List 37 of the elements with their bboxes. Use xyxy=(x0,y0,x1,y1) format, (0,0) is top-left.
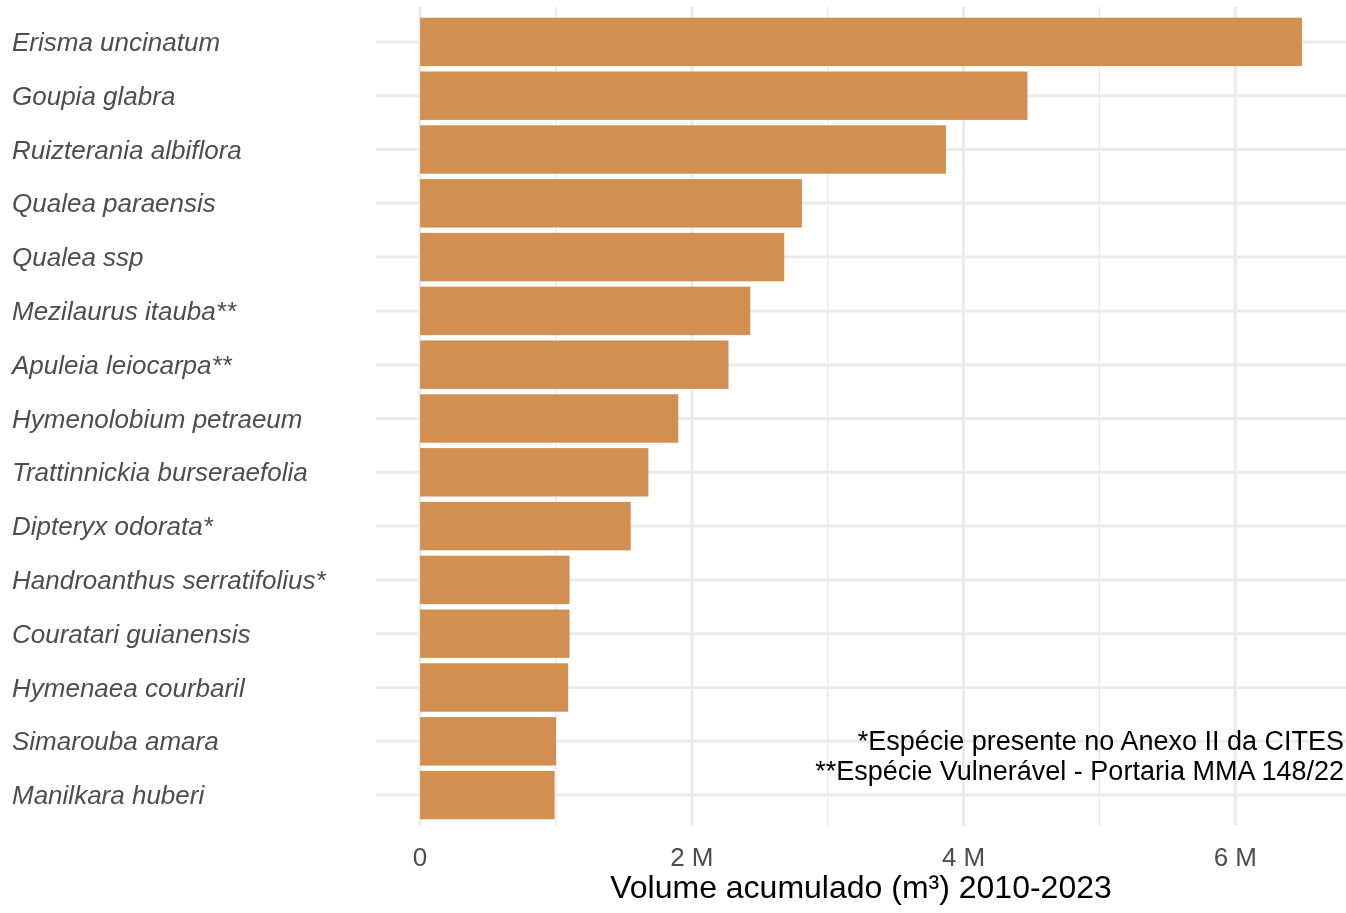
y-tick-label: Ruizterania albiflora xyxy=(12,134,242,165)
bar xyxy=(420,501,631,551)
annotation: **Espécie Vulnerável - Portaria MMA 148/22 xyxy=(815,756,1344,786)
bar xyxy=(420,125,946,174)
y-tick-label: Couratari guianensis xyxy=(12,618,251,649)
y-tick-label: Dipteryx odorata* xyxy=(12,511,214,542)
bar xyxy=(420,555,570,605)
bar xyxy=(420,609,570,658)
y-tick-label: Qualea ssp xyxy=(12,242,144,273)
y-tick-label: Trattinnickia burseraefolia xyxy=(12,457,308,488)
y-tick-label: Mezilaurus itauba** xyxy=(12,296,237,326)
bar xyxy=(420,179,802,228)
y-tick-label: Goupia glabra xyxy=(12,80,176,111)
y-tick-label: Qualea paraensis xyxy=(12,188,216,219)
bar xyxy=(420,340,729,389)
bar xyxy=(420,770,555,820)
y-tick-label: Erisma uncinatum xyxy=(12,27,221,57)
bar xyxy=(420,717,556,766)
x-tick-label: 2 M xyxy=(670,842,714,872)
x-axis-title: Volume acumulado (m³) 2010-2023 xyxy=(610,869,1112,905)
y-tick-label: Apuleia leiocarpa** xyxy=(10,349,233,380)
x-tick-label: 4 M xyxy=(941,842,986,872)
bar xyxy=(420,71,1028,120)
y-tick-label: Simarouba amara xyxy=(12,726,219,757)
bar xyxy=(420,663,569,712)
bar xyxy=(420,17,1302,67)
y-tick-label: Hymenolobium petraeum xyxy=(12,403,303,434)
bar xyxy=(420,394,679,443)
x-tick-label: 6 M xyxy=(1213,842,1257,872)
bar xyxy=(420,286,751,336)
y-tick-label: Hymenaea courbaril xyxy=(12,672,246,703)
y-tick-label: Manilkara huberi xyxy=(12,780,206,811)
y-tick-label: Handroanthus serratifolius* xyxy=(12,565,327,595)
x-tick-label: 0 xyxy=(412,842,428,872)
bar xyxy=(420,448,649,497)
annotation: *Espécie presente no Anexo II da CITES xyxy=(857,726,1344,756)
bar xyxy=(420,232,785,282)
